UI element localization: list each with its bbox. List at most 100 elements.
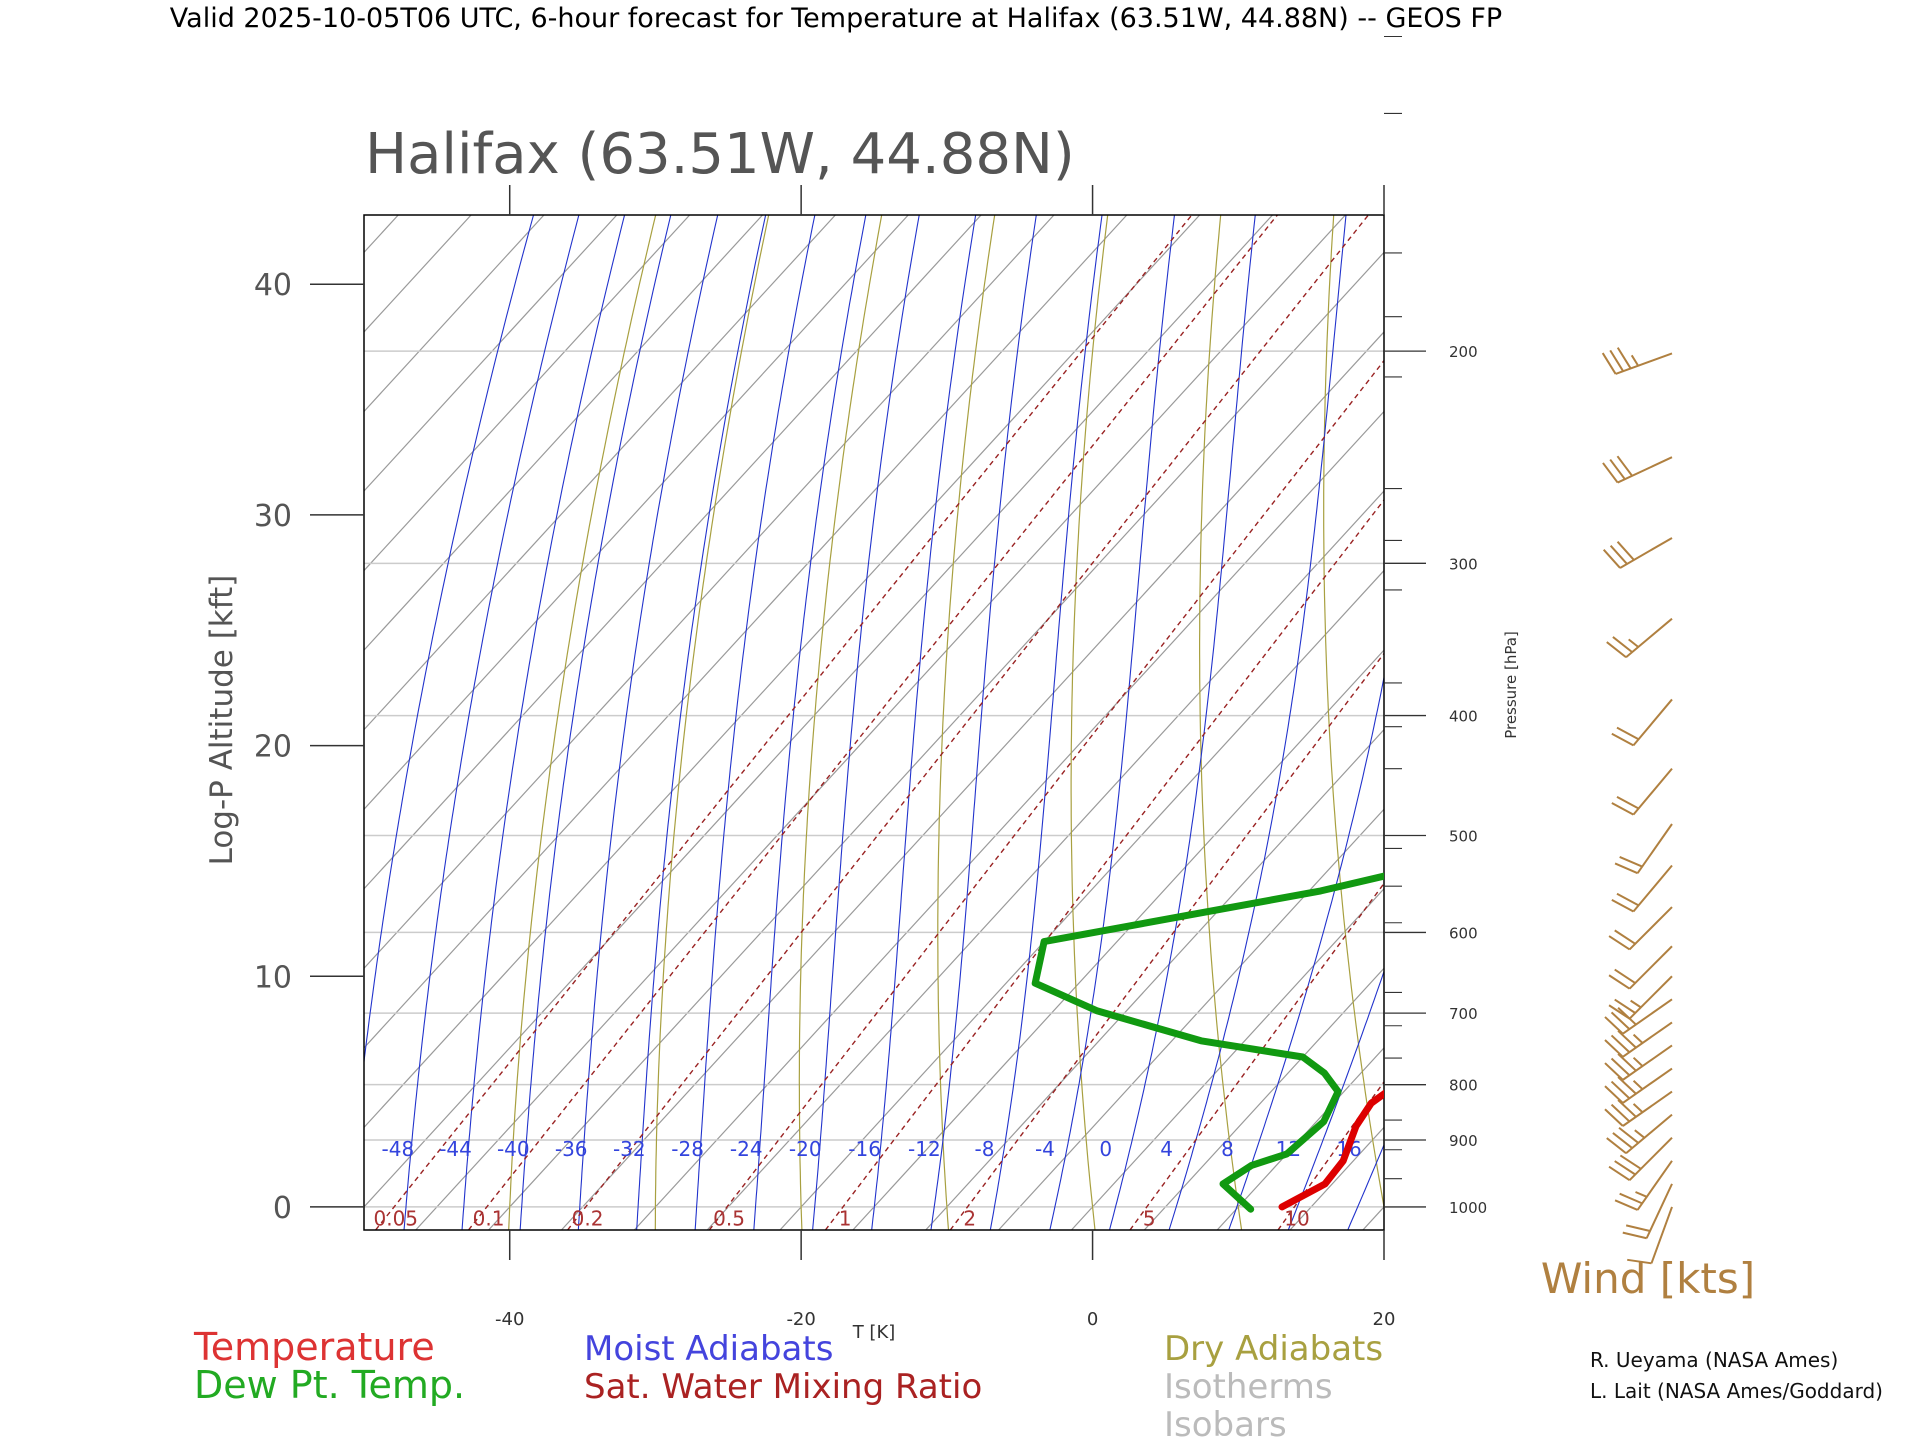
wind-barb <box>1602 537 1673 569</box>
dry-adiabat <box>1786 215 1920 1230</box>
wind-barb <box>1604 1021 1673 1058</box>
moist-adiabat-label: 0 <box>1099 1137 1112 1161</box>
isotherm-line <box>364 215 763 652</box>
wind-barb-staff <box>1622 1021 1673 1058</box>
pressure-tick-label: 900 <box>1449 1132 1478 1150</box>
isotherm-line <box>364 215 1273 1208</box>
x-axis-label: T [K] <box>852 1322 896 1343</box>
isotherm-line <box>364 215 909 811</box>
chart-title: Halifax (63.51W, 44.88N) <box>365 122 1075 187</box>
wind-barb-flag <box>1617 1030 1637 1049</box>
x-tick-label: 20 <box>1373 1309 1396 1330</box>
wind-barb-flag <box>1616 726 1640 741</box>
wind-barb <box>1601 347 1673 375</box>
credit-2: L. Lait (NASA Ames/Goddard) <box>1590 1379 1883 1403</box>
wind-barb-flag <box>1608 974 1631 990</box>
wind-barb-half-flag <box>1632 1080 1644 1090</box>
legend: Temperature Dew Pt. Temp. Moist Adiabats… <box>193 1325 1383 1440</box>
wind-barb-flag <box>1625 1224 1651 1232</box>
legend-isobars: Isobars <box>1164 1405 1287 1440</box>
wind-barb-flag <box>1606 641 1627 659</box>
wind-barb-half-flag <box>1628 638 1639 648</box>
wind-barb-flag <box>1614 968 1636 984</box>
wind-barb-staff <box>1625 1113 1673 1154</box>
wind-barb-flag <box>1604 1108 1624 1127</box>
wind-barb-flag <box>1611 802 1634 816</box>
wind-barb-flag <box>1610 1103 1631 1123</box>
pressure-tick-label: 200 <box>1449 343 1478 361</box>
moist-adiabat <box>519 215 672 1230</box>
wind-barb <box>1606 617 1673 659</box>
isotherm-line <box>415 215 1346 1230</box>
mixing-ratio-label: 1 <box>839 1206 852 1230</box>
wind-barb-staff <box>1622 1044 1673 1081</box>
wind-barb-flag <box>1609 349 1624 372</box>
wind-barb-staff <box>1628 906 1673 951</box>
wind-barb-flag <box>1604 1039 1624 1058</box>
profiles <box>1031 872 1384 1213</box>
mixing-ratio-line <box>1129 882 1384 1230</box>
wind-barb <box>1611 698 1673 747</box>
mixing-ratio-label: 0.2 <box>572 1206 604 1230</box>
wind-barb-flag <box>1616 347 1632 369</box>
moist-adiabat <box>753 215 867 1230</box>
wind-barb-half-flag <box>1634 1129 1646 1139</box>
isotherm-line <box>0 215 325 1230</box>
wind-barb-staff <box>1625 617 1673 659</box>
moist-adiabat-label: 4 <box>1160 1137 1173 1161</box>
isotherm-line <box>364 215 691 572</box>
wind-barb-staff <box>1622 1090 1673 1127</box>
wind-barb-flag <box>1622 1231 1647 1240</box>
moist-adiabat <box>364 215 535 1067</box>
wind-barb-half-flag <box>1630 999 1642 1009</box>
wind-barb <box>1614 1160 1673 1211</box>
wind-barb-flag <box>1619 1154 1642 1170</box>
wind-barb <box>1602 455 1673 484</box>
mixing-ratio-label: 5 <box>1143 1206 1156 1230</box>
wind-barb-flag <box>1614 1160 1636 1176</box>
moist-adiabat-label: -16 <box>848 1137 881 1161</box>
temperature-line <box>1278 1089 1384 1211</box>
wind-barb-staff <box>1628 945 1673 990</box>
mixing-ratio-line <box>1534 215 1920 1230</box>
isotherm-line <box>364 215 399 254</box>
wind-barb-flag <box>1608 1004 1631 1020</box>
legend-dewpoint: Dew Pt. Temp. <box>194 1363 465 1407</box>
moist-adiabat-label: -44 <box>439 1137 472 1161</box>
mixing-ratio-line <box>708 359 1384 1230</box>
isotherm-line <box>364 215 982 890</box>
wind-barb-flag <box>1614 998 1636 1014</box>
moist-adiabat <box>636 215 767 1230</box>
x-tick-label: -20 <box>786 1309 815 1330</box>
isotherm-line <box>0 215 107 1230</box>
wind-barb <box>1608 975 1673 1020</box>
pressure-tick-label: 400 <box>1449 708 1478 726</box>
isotherm-line <box>1362 1206 1384 1230</box>
moist-adiabat <box>1451 0 1920 1261</box>
y2-axis-label: Pressure [hPa] <box>1502 631 1520 739</box>
header-line: Valid 2025-10-05T06 UTC, 6-hour forecast… <box>170 3 1502 34</box>
wind-barb-staff <box>1632 698 1673 747</box>
wind-barb-staff <box>1636 1160 1673 1211</box>
wind-barb-flag <box>1616 541 1635 561</box>
wind-barb-staff <box>1636 823 1673 874</box>
legend-moist-adiabats: Moist Adiabats <box>584 1329 833 1369</box>
wind-barb-flag <box>1604 1016 1624 1035</box>
wind-barb <box>1606 1113 1673 1155</box>
pressure-tick-label: 300 <box>1449 555 1478 573</box>
wind-barb-flag <box>1616 892 1640 907</box>
moist-adiabat-label: -48 <box>382 1137 415 1161</box>
plot-frame <box>363 214 1385 1231</box>
wind-barb-half-flag <box>1632 1056 1644 1067</box>
plot-border <box>363 214 1385 1231</box>
moist-adiabat-label: -40 <box>497 1137 530 1161</box>
legend-mixing-ratio: Sat. Water Mixing Ratio <box>584 1367 982 1407</box>
legend-isotherms: Isotherms <box>1164 1367 1333 1407</box>
credit-1: R. Ueyama (NASA Ames) <box>1590 1348 1838 1372</box>
isotherm-line <box>1143 967 1384 1230</box>
mixing-ratio-line <box>1662 215 1920 1230</box>
wind-barb <box>1614 823 1673 875</box>
mixing-ratio-label: 0.05 <box>374 1206 419 1230</box>
